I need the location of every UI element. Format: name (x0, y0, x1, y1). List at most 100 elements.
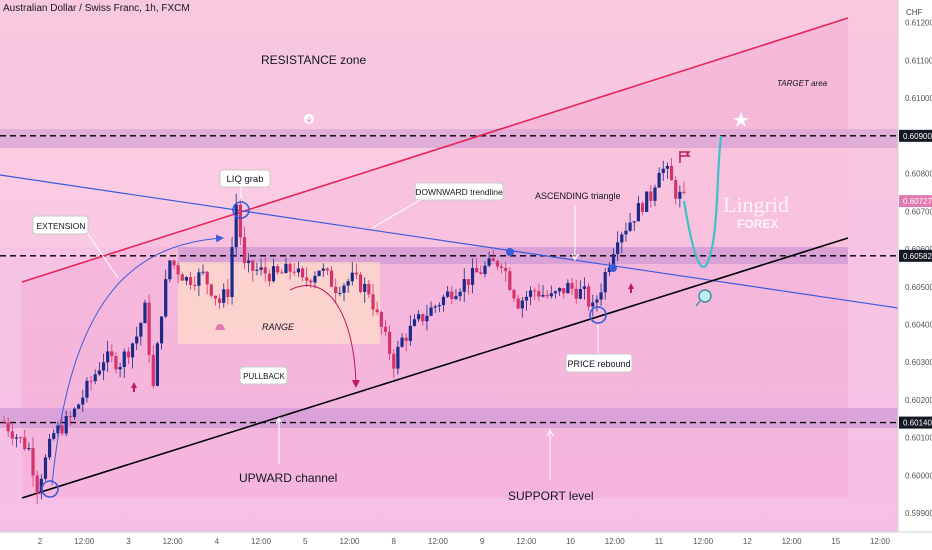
candle-body (338, 292, 342, 294)
candle-body (72, 408, 77, 418)
time-tick-label: 12:00 (251, 537, 272, 546)
candle-body (222, 289, 226, 303)
candle-body (657, 172, 661, 188)
upward-channel-line (21, 237, 849, 499)
candle-body (665, 165, 670, 169)
candle-body (645, 191, 649, 212)
candle-body (6, 422, 10, 432)
candle-body (122, 351, 126, 368)
candle-body (653, 187, 657, 201)
time-tick-label: 2 (38, 537, 43, 546)
time-tick-label: 12:00 (428, 537, 449, 546)
candle-body (242, 237, 247, 264)
projection-path (682, 135, 723, 269)
range-label: RANGE (262, 322, 295, 332)
candle-body (23, 437, 27, 450)
candle-body (342, 285, 346, 293)
candle-body (383, 326, 388, 332)
time-tick-label: 12:00 (605, 537, 626, 546)
resistance-zone-label: RESISTANCE zone (261, 53, 366, 67)
upward-channel-label: UPWARD channel (239, 471, 337, 485)
down-arrow-glyph (305, 116, 313, 123)
candle-body (574, 288, 578, 299)
candle-body (541, 294, 545, 297)
price-level-badge (899, 129, 932, 142)
price-tick-label: 0.61200 (905, 19, 932, 28)
candle-body (558, 288, 562, 292)
candle-body (400, 337, 404, 347)
candle-body (14, 437, 19, 439)
candle-body (669, 165, 674, 181)
time-tick-label: 15 (831, 537, 840, 546)
candle-body (404, 337, 408, 341)
time-tick-label: 12:00 (163, 537, 184, 546)
candle-body (591, 302, 595, 307)
candle-body (234, 204, 238, 248)
downward-trendline-label: DOWNWARD trendline (415, 187, 503, 197)
candles-group (2, 157, 686, 504)
candle-body (280, 272, 284, 274)
time-tick-label: 12:00 (782, 537, 803, 546)
candle-body (595, 299, 599, 303)
last-price-label: 0.60727 (903, 197, 932, 206)
candle-body (388, 331, 392, 354)
support-pointer-head (275, 416, 283, 425)
candle-body (230, 247, 234, 297)
candle-body (329, 270, 334, 287)
candle-body (367, 283, 371, 295)
currency-label: CHF (906, 8, 923, 17)
candle-body (520, 300, 524, 309)
candle-body (52, 433, 56, 439)
candle-body (305, 277, 309, 281)
candle-body (334, 286, 338, 294)
candle-body (201, 271, 205, 273)
price-tick-label: 0.60700 (905, 207, 932, 216)
ascending-triangle-label: ASCENDING triangle (535, 191, 621, 201)
candle-body (504, 267, 508, 272)
candle-body (412, 319, 417, 326)
time-tick-label: 11 (655, 537, 664, 546)
candle-body (180, 274, 184, 281)
projection-low-marker (698, 289, 712, 303)
time-tick-label: 12:00 (74, 537, 95, 546)
extension-label: EXTENSION (36, 221, 85, 231)
candle-body (458, 291, 462, 297)
candle-body (616, 242, 620, 255)
support-level-label: SUPPORT level (508, 489, 594, 503)
candle-body (549, 293, 553, 297)
candle-body (454, 296, 458, 300)
support-level-pointer-head (546, 428, 554, 437)
candle-body (524, 296, 529, 301)
candle-body (48, 438, 52, 458)
candle-body (2, 422, 6, 424)
candle-body (495, 261, 500, 267)
candle-body (499, 266, 504, 268)
price-tick-label: 0.60000 (905, 471, 932, 480)
candle-body (611, 254, 616, 268)
support-zone-band (0, 408, 898, 428)
time-tick-label: 12:00 (870, 537, 891, 546)
price-tick-label: 0.61100 (905, 56, 932, 65)
candle-body (143, 302, 147, 324)
rocket-icon (628, 283, 634, 293)
extension-callout: EXTENSION (32, 215, 119, 279)
candle-body (296, 268, 300, 273)
candle-body (93, 374, 97, 382)
snail-icon (215, 324, 226, 330)
price-tick-label: 0.60100 (905, 434, 932, 443)
candle-body (620, 234, 624, 243)
breakout-touch-marker (609, 264, 617, 272)
time-tick-label: 4 (215, 537, 220, 546)
candle-body (408, 325, 412, 341)
candle-body (267, 273, 271, 282)
candle-body (31, 447, 35, 476)
time-axis (0, 532, 932, 550)
candle-body (97, 370, 101, 375)
candle-body (110, 351, 114, 357)
candle-body (562, 288, 566, 294)
time-tick-label: 12:00 (693, 537, 714, 546)
price-level-badge (899, 249, 932, 262)
candle-body (462, 279, 466, 292)
